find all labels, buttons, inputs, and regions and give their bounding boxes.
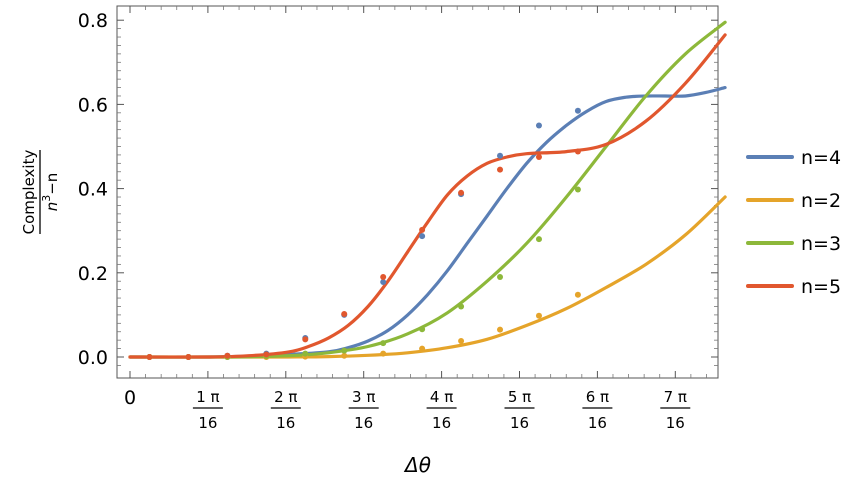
- legend-label: n=5: [801, 276, 841, 298]
- series-points: [146, 107, 581, 360]
- data-point-n=2: [380, 350, 387, 357]
- data-point-n=2: [419, 345, 426, 352]
- data-point-n=2: [341, 352, 348, 359]
- x-tick-denominator: 16: [510, 414, 529, 432]
- series-line-n=5: [128, 33, 727, 359]
- y-tick-label: 0.2: [78, 263, 108, 285]
- data-point-n=3: [380, 340, 387, 347]
- y-tick-label: 0.0: [78, 347, 108, 369]
- y-axis-title: Complexity n3−n: [20, 150, 61, 235]
- series-curves: [128, 20, 727, 359]
- x-tick-denominator: 16: [276, 414, 295, 432]
- data-point-n=5: [380, 274, 387, 281]
- data-point-n=5: [341, 311, 348, 318]
- x-tick-numerator: 6 π: [586, 388, 609, 406]
- legend-item: n=3: [746, 233, 841, 255]
- data-point-n=4: [574, 107, 581, 114]
- data-point-n=3: [497, 274, 504, 281]
- y-tick-label: 0.6: [78, 94, 108, 116]
- x-axis-ticks: 1 π 16 2 π 16 3 π 16 4 π 16 5 π 16 6 π 16 7 π 16: [129, 6, 707, 432]
- x-tick-numerator: 3 π: [352, 388, 375, 406]
- y-axis-ticks: 0.0 0.2 0.4 0.6 0.8: [78, 10, 718, 369]
- plot-frame: [116, 5, 719, 379]
- data-point-n=5: [146, 354, 153, 360]
- data-point-n=4: [535, 122, 542, 129]
- x-tick-numerator: 7 π: [664, 388, 687, 406]
- x-tick-zero-label: 0: [124, 387, 136, 409]
- x-tick-numerator: 1 π: [196, 388, 219, 406]
- data-point-n=5: [535, 154, 542, 161]
- y-tick-label: 0.4: [78, 179, 108, 201]
- data-point-n=5: [302, 336, 309, 343]
- x-tick-numerator: 4 π: [430, 388, 453, 406]
- x-tick-denominator: 16: [198, 414, 217, 432]
- data-point-n=5: [185, 354, 192, 360]
- data-point-n=5: [458, 189, 465, 196]
- data-point-n=2: [574, 291, 581, 298]
- data-point-n=5: [263, 351, 270, 358]
- legend-item: n=5: [746, 276, 841, 298]
- x-tick-denominator: 16: [588, 414, 607, 432]
- data-point-n=4: [380, 279, 387, 286]
- x-tick-denominator: 16: [354, 414, 373, 432]
- x-tick-denominator: 16: [666, 414, 685, 432]
- data-point-n=2: [535, 312, 542, 319]
- data-point-n=4: [497, 152, 504, 159]
- data-point-n=2: [458, 338, 465, 345]
- data-point-n=5: [224, 352, 231, 359]
- data-point-n=3: [341, 347, 348, 354]
- legend-item: n=2: [746, 190, 841, 212]
- data-point-n=3: [574, 186, 581, 193]
- legend-label: n=3: [801, 233, 841, 255]
- legend-item: n=4: [746, 147, 841, 169]
- data-point-n=3: [419, 326, 426, 333]
- x-tick-numerator: 2 π: [274, 388, 297, 406]
- y-axis-title-denominator: n3−n: [40, 173, 61, 212]
- data-point-n=4: [419, 233, 426, 240]
- legend-label: n=4: [801, 147, 841, 169]
- x-tick-numerator: 5 π: [508, 388, 531, 406]
- legend-label: n=2: [801, 190, 841, 212]
- data-point-n=3: [458, 303, 465, 310]
- data-point-n=5: [419, 226, 426, 233]
- y-tick-label: 0.8: [78, 10, 108, 32]
- data-point-n=3: [302, 350, 309, 357]
- series-line-n=3: [128, 20, 727, 359]
- x-tick-denominator: 16: [432, 414, 451, 432]
- data-point-n=3: [535, 236, 542, 243]
- data-point-n=2: [497, 326, 504, 333]
- legend: n=4 n=2 n=3 n=5: [746, 147, 841, 298]
- y-axis-title-numerator: Complexity: [20, 150, 38, 235]
- x-axis-title: Δθ: [403, 453, 431, 477]
- data-point-n=5: [497, 166, 504, 173]
- data-point-n=5: [574, 148, 581, 155]
